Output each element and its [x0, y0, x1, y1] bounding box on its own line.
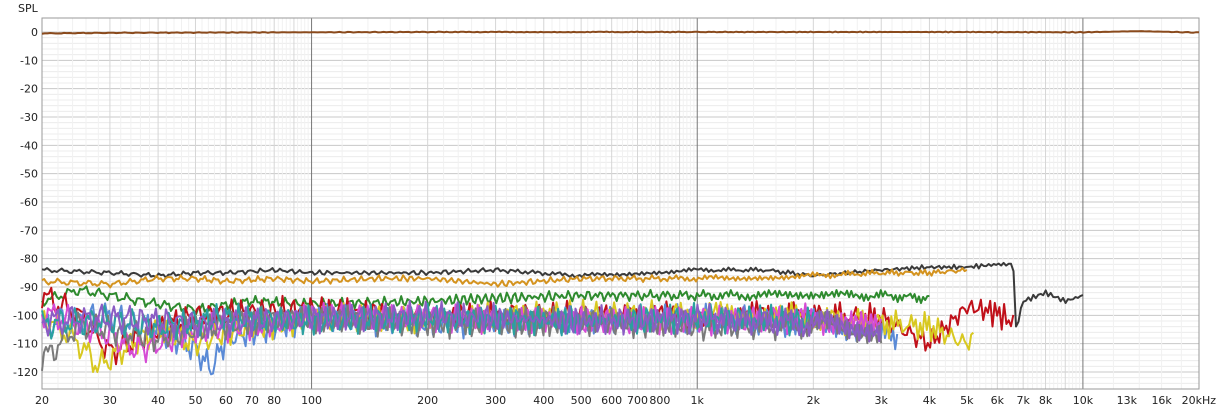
x-tick-label: 10k	[1073, 394, 1094, 407]
x-tick-label: 1k	[691, 394, 705, 407]
x-tick-label: 5k	[960, 394, 974, 407]
y-tick-label: -50	[20, 168, 38, 181]
x-tick-label: 20kHz	[1182, 394, 1217, 407]
y-tick-label: -20	[20, 83, 38, 96]
series-line	[41, 267, 968, 289]
x-tick-label: 200	[417, 394, 438, 407]
y-tick-label: -110	[13, 338, 38, 351]
x-tick-label: 80	[267, 394, 281, 407]
x-tick-label: 800	[649, 394, 670, 407]
x-tick-label: 20	[35, 394, 49, 407]
x-tick-label: 2k	[807, 394, 821, 407]
y-tick-label: -80	[20, 253, 38, 266]
series-line	[41, 285, 930, 315]
x-tick-label: 400	[533, 394, 554, 407]
x-tick-label: 300	[485, 394, 506, 407]
x-tick-label: 60	[219, 394, 233, 407]
y-tick-label: -40	[20, 139, 38, 152]
y-tick-label: -60	[20, 196, 38, 209]
x-tick-label: 70	[245, 394, 259, 407]
x-tick-label: 100	[301, 394, 322, 407]
series-line	[41, 261, 1084, 328]
y-tick-label: -30	[20, 111, 38, 124]
x-tick-label: 50	[188, 394, 202, 407]
x-tick-label: 700	[627, 394, 648, 407]
x-tick-label: 3k	[875, 394, 889, 407]
x-tick-label: 13k	[1117, 394, 1138, 407]
x-tick-label: 600	[601, 394, 622, 407]
series-line	[41, 301, 815, 341]
y-tick-label: -120	[13, 366, 38, 379]
y-tick-label: 0	[31, 26, 38, 39]
x-tick-label: 6k	[991, 394, 1005, 407]
x-tick-label: 16k	[1151, 394, 1172, 407]
y-tick-label: -10	[20, 54, 38, 67]
x-tick-labels: 20 30 40 50 60 70 80 100 200 300 400 500 600 700 800 1k…	[35, 394, 1216, 407]
x-tick-label: 4k	[923, 394, 937, 407]
series-lines	[41, 30, 1200, 376]
x-tick-label: 40	[151, 394, 165, 407]
x-tick-label: 30	[103, 394, 117, 407]
series-line	[41, 299, 883, 343]
y-axis-label: SPL	[18, 2, 39, 15]
y-tick-labels: 0 -10 -20 -30 -40 -50 -60 -70 -80 -90 -100 -110 -120	[13, 26, 38, 379]
x-tick-label: 500	[571, 394, 592, 407]
x-tick-label: 7k	[1016, 394, 1030, 407]
y-tick-label: -100	[13, 309, 38, 322]
plot-frame	[41, 17, 1200, 390]
series-line	[41, 30, 1200, 35]
y-tick-label: -90	[20, 281, 38, 294]
y-tick-label: -70	[20, 224, 38, 237]
x-tick-label: 8k	[1039, 394, 1053, 407]
